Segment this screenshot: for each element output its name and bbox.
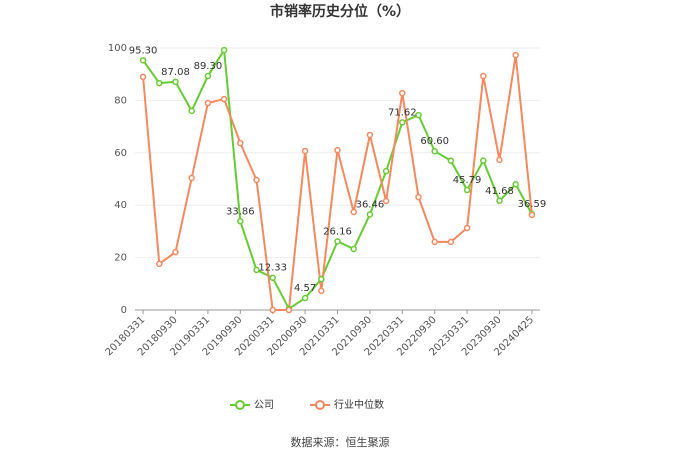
data-label: 45.79 bbox=[453, 175, 482, 186]
data-label: 89.30 bbox=[194, 61, 223, 72]
chart-title: 市销率历史分位（%） bbox=[270, 3, 410, 20]
point bbox=[463, 224, 471, 232]
data-label: 87.08 bbox=[161, 67, 190, 78]
point bbox=[399, 89, 406, 97]
point bbox=[334, 238, 341, 245]
point bbox=[172, 78, 179, 86]
point bbox=[463, 186, 471, 194]
point bbox=[269, 306, 276, 314]
point bbox=[496, 156, 503, 164]
y-tick-label: 40 bbox=[114, 200, 127, 211]
point bbox=[253, 266, 260, 274]
point bbox=[496, 197, 503, 205]
point bbox=[480, 72, 487, 80]
data-label: 12.33 bbox=[258, 263, 287, 274]
point bbox=[366, 211, 374, 218]
y-tick-label: 20 bbox=[114, 253, 127, 264]
data-label: 36.46 bbox=[356, 199, 385, 210]
y-tick-label: 80 bbox=[114, 95, 127, 106]
point bbox=[350, 245, 357, 253]
point bbox=[156, 79, 163, 87]
point bbox=[237, 218, 244, 225]
point bbox=[415, 111, 422, 119]
point bbox=[480, 157, 487, 164]
point bbox=[382, 197, 390, 205]
point bbox=[447, 157, 455, 164]
legend-marker bbox=[315, 400, 325, 410]
point bbox=[220, 95, 228, 103]
point bbox=[528, 211, 536, 219]
data-label: 36.59 bbox=[518, 199, 547, 210]
point bbox=[204, 99, 212, 107]
point bbox=[139, 57, 147, 64]
legend-label: 行业中位数 bbox=[334, 398, 384, 411]
point bbox=[301, 294, 309, 302]
point bbox=[366, 131, 374, 139]
point bbox=[431, 238, 438, 246]
data-label: 4.57 bbox=[294, 283, 316, 294]
point bbox=[447, 238, 455, 246]
point bbox=[188, 107, 195, 115]
point bbox=[301, 147, 309, 155]
data-label: 26.16 bbox=[323, 226, 352, 237]
data-label: 95.30 bbox=[129, 45, 158, 56]
point bbox=[139, 73, 147, 81]
source-note: 数据来源：恒生聚源 bbox=[291, 435, 390, 449]
point bbox=[399, 119, 406, 126]
point bbox=[285, 306, 293, 314]
point bbox=[512, 51, 519, 59]
point bbox=[269, 274, 276, 281]
point bbox=[431, 147, 438, 155]
point bbox=[188, 174, 195, 182]
point bbox=[382, 167, 390, 175]
legend-label: 公司 bbox=[254, 400, 274, 411]
y-tick-label: 0 bbox=[121, 305, 127, 316]
y-tick-label: 100 bbox=[108, 43, 127, 54]
point bbox=[172, 248, 179, 256]
y-tick-label: 60 bbox=[114, 148, 127, 159]
point bbox=[253, 176, 260, 184]
point bbox=[237, 139, 244, 147]
point bbox=[512, 180, 519, 188]
data-label: 71.62 bbox=[388, 107, 417, 118]
point bbox=[156, 260, 163, 268]
point bbox=[220, 46, 228, 54]
point bbox=[318, 275, 325, 283]
legend-marker bbox=[235, 400, 245, 410]
point bbox=[334, 146, 341, 154]
point bbox=[318, 287, 325, 295]
data-label: 60.60 bbox=[420, 136, 449, 147]
point bbox=[204, 72, 212, 80]
point bbox=[415, 193, 422, 201]
data-label: 33.86 bbox=[226, 206, 255, 217]
data-label: 41.68 bbox=[485, 186, 514, 197]
point bbox=[350, 208, 357, 216]
